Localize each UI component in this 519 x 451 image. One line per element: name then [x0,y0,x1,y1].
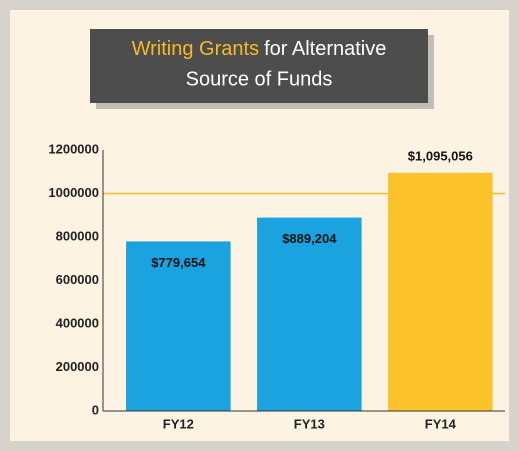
bar [257,217,362,411]
y-tick-label: 800000 [56,228,99,243]
chart-title: Source of Funds [186,68,333,90]
x-tick-label: FY12 [163,416,194,431]
y-tick-label: 1200000 [48,141,99,156]
bar [126,241,231,411]
x-tick-label: FY13 [294,416,325,431]
chart-title: Writing Grants for Alternative [132,38,387,60]
y-tick-label: 400000 [56,315,99,330]
value-label: $779,654 [151,255,206,270]
y-tick-label: 600000 [56,272,99,287]
y-tick-label: 1000000 [48,185,99,200]
y-tick-label: 200000 [56,359,99,374]
value-label: $889,204 [282,231,337,246]
value-label: $1,095,056 [408,148,473,163]
x-tick-label: FY14 [425,416,457,431]
y-tick-label: 0 [92,402,99,417]
title-box [90,29,428,103]
bar [388,172,493,411]
